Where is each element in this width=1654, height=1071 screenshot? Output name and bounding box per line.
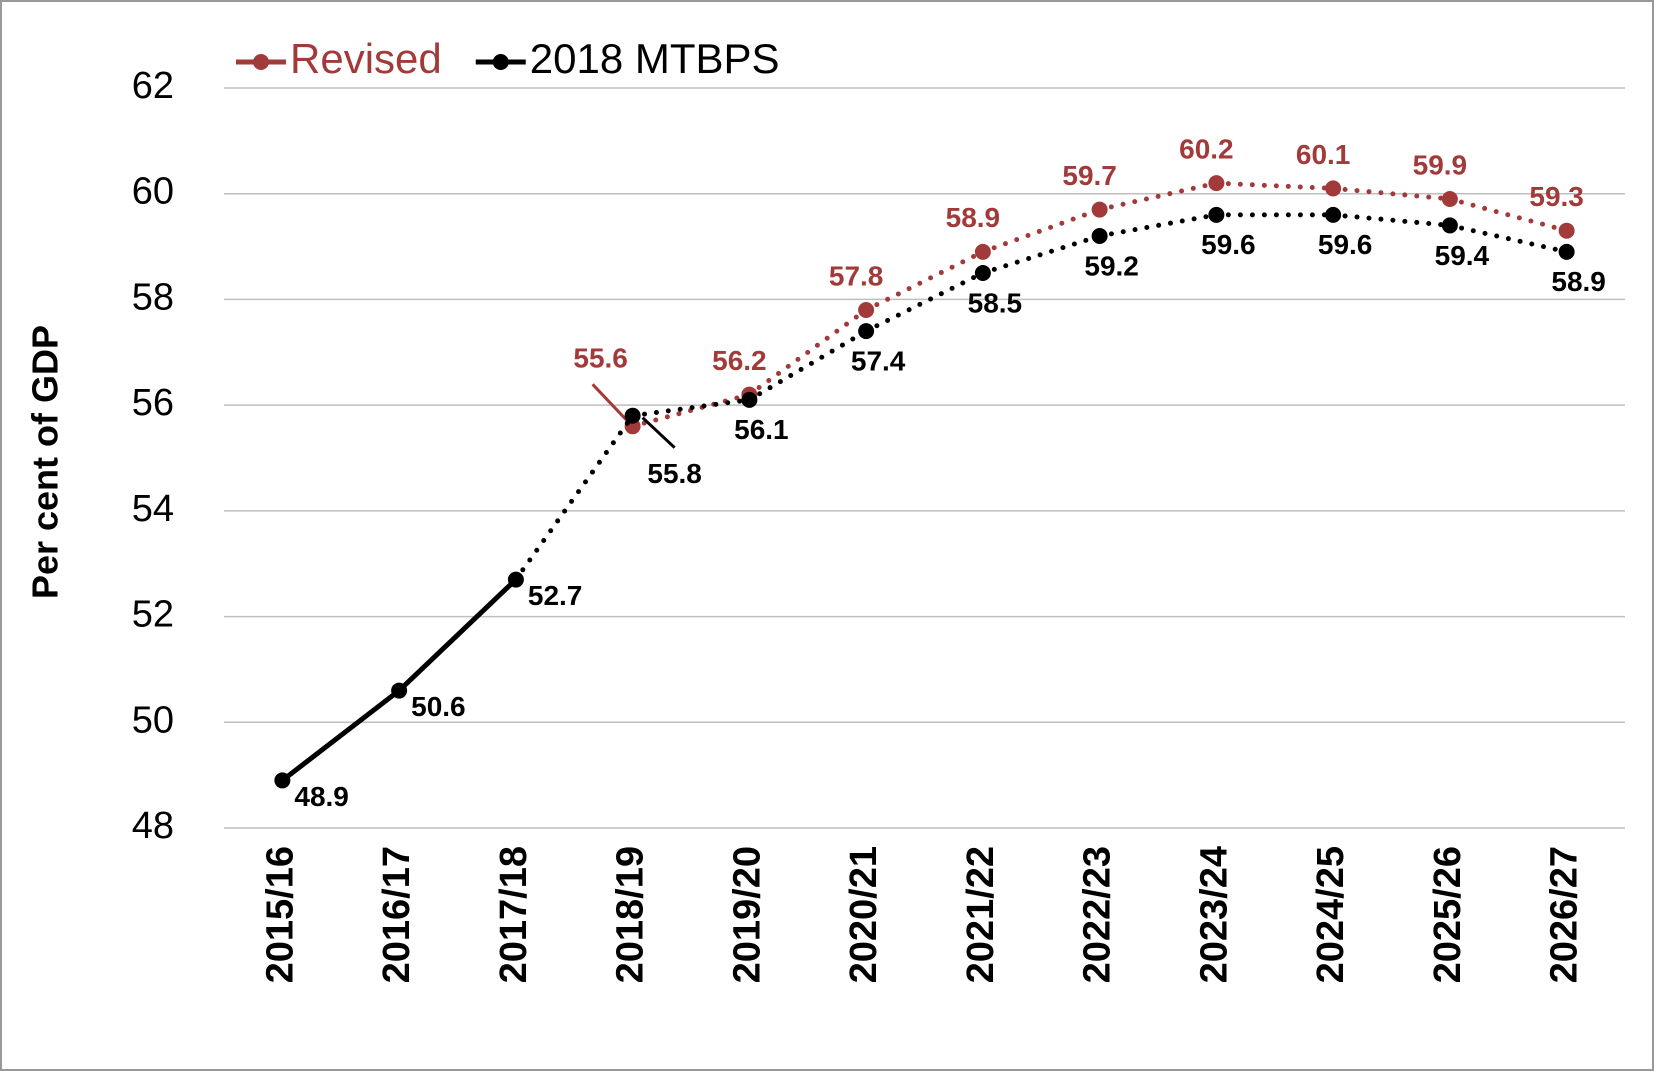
data-label: 52.7 (528, 580, 583, 611)
marker (1558, 243, 1575, 260)
marker (974, 265, 991, 281)
line-segment (980, 233, 1103, 276)
marker (624, 407, 641, 424)
data-label: 59.6 (1318, 229, 1373, 260)
y-tick-label: 58 (132, 276, 174, 318)
leader-line (591, 383, 630, 424)
line-segment (1330, 185, 1453, 202)
x-tick-label: 2023/24 (1193, 846, 1235, 983)
data-label: 56.2 (712, 345, 767, 376)
line-segment (396, 577, 519, 694)
data-label: 55.6 (573, 343, 628, 374)
y-tick-label: 52 (132, 594, 174, 636)
marker (1091, 228, 1108, 244)
data-label: 57.8 (829, 260, 884, 291)
data-label: 60.1 (1296, 139, 1351, 170)
marker (274, 772, 291, 789)
marker (741, 391, 758, 408)
data-label: 58.5 (968, 287, 1023, 318)
y-tick-label: 62 (132, 65, 174, 107)
data-label: 50.6 (411, 691, 466, 722)
data-label: 57.4 (851, 346, 906, 377)
line-segment (1330, 212, 1453, 228)
marker (1441, 191, 1458, 207)
marker (858, 323, 875, 340)
legend-marker (492, 54, 509, 70)
line-segment (279, 688, 402, 783)
x-tick-label: 2021/22 (960, 846, 1002, 983)
y-tick-label: 54 (132, 488, 174, 530)
marker (1441, 217, 1458, 234)
line-segment (746, 307, 869, 398)
x-tick-label: 2026/27 (1544, 846, 1586, 983)
line-segment (630, 397, 752, 419)
x-tick-label: 2017/18 (493, 846, 535, 983)
x-tick-label: 2015/16 (259, 846, 301, 983)
x-tick-label: 2020/21 (843, 846, 885, 983)
marker (391, 682, 408, 699)
line-segment (1447, 222, 1570, 255)
marker (1325, 180, 1342, 197)
x-tick-label: 2018/19 (610, 846, 652, 983)
marker (1091, 201, 1108, 218)
x-tick-label: 2024/25 (1310, 846, 1352, 983)
legend-label: Revised (290, 35, 442, 82)
data-label: 48.9 (294, 781, 349, 812)
y-tick-label: 50 (132, 699, 174, 741)
marker (974, 243, 991, 260)
data-label: 59.9 (1413, 149, 1468, 180)
y-tick-label: 56 (132, 382, 174, 424)
line-segment (1097, 212, 1219, 239)
marker (1325, 206, 1342, 223)
x-tick-label: 2025/26 (1427, 846, 1469, 983)
data-label: 59.3 (1529, 181, 1584, 212)
data-label: 59.6 (1201, 229, 1256, 260)
line-segment (980, 207, 1103, 255)
line-segment (746, 328, 869, 403)
line-segment (630, 392, 752, 429)
legend-label: 2018 MTBPS (530, 35, 780, 82)
marker (858, 302, 875, 318)
data-label: 59.2 (1084, 250, 1139, 281)
legend-marker (253, 54, 269, 70)
line-segment (863, 270, 986, 334)
line-segment (1097, 180, 1219, 213)
x-tick-label: 2016/17 (376, 846, 418, 983)
x-tick-label: 2019/20 (726, 846, 768, 983)
data-label: 55.8 (647, 458, 702, 489)
data-label: 60.2 (1179, 134, 1234, 165)
data-label: 59.7 (1062, 160, 1117, 191)
marker (1558, 222, 1575, 239)
data-label: 58.9 (946, 202, 1001, 233)
y-axis-title: Per cent of GDP (25, 325, 66, 599)
data-label: 59.4 (1435, 240, 1490, 271)
line-segment (513, 413, 636, 583)
data-label: 58.9 (1551, 266, 1606, 297)
data-label: 56.1 (734, 414, 789, 445)
line-segment (1213, 180, 1336, 191)
x-tick-label: 2022/23 (1077, 846, 1119, 983)
y-tick-label: 60 (132, 171, 174, 213)
y-tick-label: 48 (132, 805, 174, 847)
marker (507, 571, 524, 588)
marker (1208, 206, 1225, 223)
line-segment (863, 249, 986, 313)
line-segment (1447, 196, 1570, 234)
marker (1208, 175, 1225, 192)
leader-line (641, 416, 676, 449)
